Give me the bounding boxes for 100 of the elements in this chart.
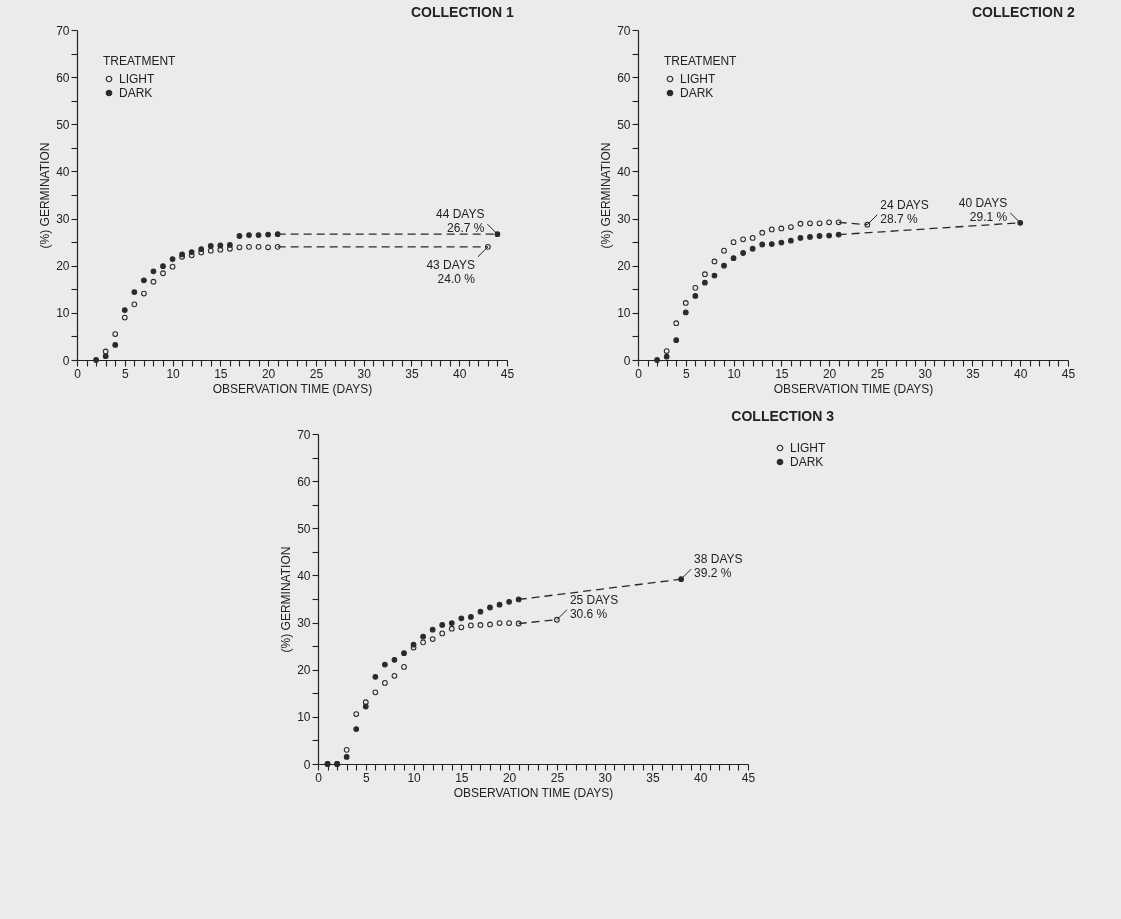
point — [448, 625, 455, 632]
y-tick-label: 30 — [616, 212, 631, 227]
point — [663, 353, 670, 360]
point — [439, 622, 446, 628]
legend-label: DARK — [119, 86, 153, 100]
chart-title: COLLECTION 1 — [411, 4, 515, 20]
point — [448, 620, 455, 626]
point — [103, 353, 109, 360]
point — [112, 331, 119, 337]
point — [797, 220, 804, 227]
point — [711, 272, 718, 279]
point — [816, 233, 823, 239]
point — [141, 290, 148, 297]
x-tick-label: 10 — [407, 770, 422, 785]
point — [381, 661, 388, 668]
y-tick-label: 30 — [297, 616, 311, 631]
y-tick-label: 70 — [56, 23, 71, 38]
y-tick-label: 60 — [616, 70, 631, 85]
point — [458, 624, 465, 631]
x-tick-label: 5 — [682, 366, 690, 381]
point — [150, 278, 157, 285]
point — [420, 633, 427, 640]
point — [362, 703, 369, 710]
legend-title: TREATMENT — [103, 54, 177, 68]
x-tick-label: 40 — [694, 770, 708, 785]
annotation: 24 DAYS 28.7 % — [880, 197, 929, 226]
point — [362, 699, 369, 706]
point — [477, 622, 484, 628]
point — [720, 262, 727, 269]
x-tick-label: 15 — [774, 366, 789, 381]
point — [227, 245, 234, 252]
point — [103, 348, 109, 355]
x-tick-label: 0 — [74, 366, 82, 381]
y-tick-label: 50 — [56, 117, 71, 132]
point — [401, 650, 407, 657]
point — [217, 246, 224, 253]
point — [343, 746, 350, 753]
x-axis-title: OBSERVATION TIME (DAYS) — [773, 381, 934, 396]
point — [673, 320, 679, 327]
point — [701, 279, 708, 286]
x-tick-label: 25 — [550, 770, 565, 785]
point — [730, 239, 737, 246]
point — [227, 242, 234, 248]
y-tick-label: 10 — [616, 306, 631, 321]
y-tick-label: 60 — [56, 70, 71, 85]
point — [150, 268, 157, 275]
point — [778, 225, 784, 232]
y-tick-label: 10 — [56, 306, 71, 321]
point — [653, 357, 660, 363]
point — [739, 250, 746, 256]
point — [663, 348, 670, 354]
x-axis-title: OBSERVATION TIME (DAYS) — [453, 785, 614, 800]
annotation: 40 DAYS 29.1 % — [958, 195, 1008, 224]
x-tick-label: 25 — [309, 366, 324, 381]
point — [458, 615, 465, 622]
y-tick-label: 10 — [297, 710, 311, 725]
point — [169, 263, 176, 270]
point — [778, 239, 784, 246]
y-tick-label: 20 — [56, 259, 71, 274]
x-tick-label: 15 — [214, 366, 229, 381]
point — [730, 255, 737, 262]
point — [506, 598, 513, 605]
legend-label: DARK — [790, 455, 824, 469]
x-tick-label: 30 — [918, 366, 932, 381]
legend-label: DARK — [679, 86, 714, 100]
x-tick-label: 45 — [741, 770, 756, 785]
legend-label: LIGHT — [790, 441, 827, 455]
y-axis-title: (%) GERMINATION — [279, 546, 294, 653]
x-tick-label: 40 — [1013, 366, 1028, 381]
point — [208, 247, 214, 254]
point — [692, 284, 698, 291]
point — [141, 277, 148, 284]
point — [487, 621, 493, 628]
point — [255, 243, 262, 250]
x-tick-label: 5 — [122, 366, 130, 381]
x-tick-label: 10 — [166, 366, 181, 381]
point — [189, 249, 195, 255]
point — [381, 680, 388, 686]
point — [1017, 219, 1023, 226]
point — [720, 247, 727, 254]
annotation: 43 DAYS 24.0 % — [426, 257, 476, 286]
point — [739, 236, 746, 243]
y-tick-label: 50 — [297, 521, 311, 536]
point — [485, 243, 492, 250]
point — [353, 711, 360, 717]
chart-title: COLLECTION 2 — [971, 4, 1075, 20]
point — [467, 614, 474, 620]
x-tick-label: 15 — [455, 770, 469, 785]
point — [864, 221, 870, 228]
point — [236, 233, 243, 239]
point — [692, 293, 698, 299]
point — [711, 258, 718, 265]
point — [208, 243, 214, 249]
y-tick-label: 20 — [616, 259, 631, 274]
point — [265, 231, 272, 238]
point — [494, 231, 501, 238]
point — [835, 219, 842, 226]
point — [825, 219, 832, 226]
y-tick-label: 0 — [63, 353, 71, 368]
x-tick-label: 20 — [502, 770, 517, 785]
